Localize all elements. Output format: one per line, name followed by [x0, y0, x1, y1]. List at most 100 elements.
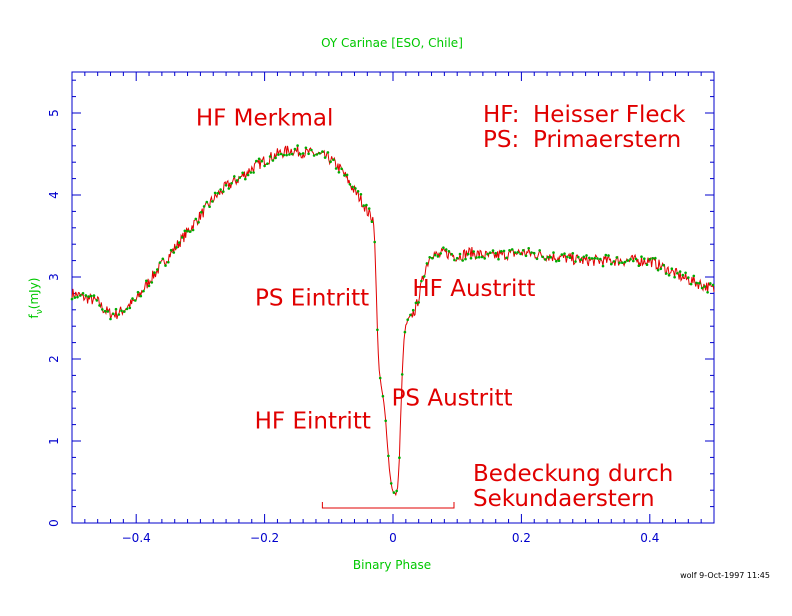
data-point	[384, 419, 388, 423]
data-point	[147, 284, 151, 288]
x-tick-label: 0.2	[512, 531, 531, 545]
data-point	[277, 153, 280, 156]
data-point	[431, 256, 434, 260]
data-point	[310, 148, 313, 152]
data-point	[183, 229, 187, 233]
data-point	[175, 246, 178, 249]
data-point	[194, 217, 198, 221]
data-point	[288, 153, 291, 156]
data-point	[398, 456, 401, 460]
data-point	[222, 190, 225, 193]
data-point	[81, 292, 85, 295]
data-point	[208, 205, 211, 208]
data-point	[348, 183, 352, 186]
data-point	[92, 294, 96, 297]
data-point	[268, 155, 272, 158]
data-point	[593, 256, 597, 260]
data-point	[695, 281, 698, 285]
data-point	[519, 252, 522, 256]
data-point	[345, 173, 349, 177]
y-tick-label: 2	[47, 355, 61, 363]
data-point	[164, 264, 167, 267]
data-point	[367, 207, 371, 210]
data-point	[340, 167, 343, 171]
x-axis-label: Binary Phase	[353, 558, 431, 572]
data-point	[403, 330, 407, 334]
legend-text-hf: Heisser Fleck	[533, 102, 686, 128]
data-point	[321, 150, 324, 153]
data-point	[436, 255, 440, 258]
data-point	[235, 179, 239, 182]
data-point	[486, 252, 489, 256]
data-point	[76, 295, 79, 299]
data-point	[362, 204, 366, 207]
data-point	[433, 253, 437, 257]
data-point	[466, 252, 470, 256]
data-point	[552, 251, 555, 254]
data-point	[125, 307, 129, 311]
data-point	[557, 259, 561, 263]
data-point	[167, 260, 170, 264]
data-point	[521, 249, 525, 252]
data-point	[601, 264, 605, 268]
data-point	[643, 257, 646, 261]
data-point	[161, 257, 165, 261]
data-point	[687, 276, 690, 279]
data-point	[483, 257, 487, 260]
data-point	[538, 249, 541, 252]
data-point	[615, 256, 619, 259]
data-point	[106, 310, 110, 313]
data-point	[555, 259, 558, 263]
data-point	[612, 260, 616, 263]
data-point	[447, 250, 451, 253]
data-point	[326, 151, 330, 154]
data-point	[461, 259, 465, 262]
data-point	[296, 144, 299, 147]
data-point	[381, 394, 385, 398]
data-point	[216, 192, 220, 195]
data-point	[656, 268, 660, 272]
data-point	[527, 247, 530, 250]
data-point	[477, 255, 481, 259]
data-point	[703, 285, 707, 288]
data-point	[422, 275, 426, 278]
annotation-label: PS Eintritt	[255, 286, 369, 312]
y-tick-label: 5	[47, 109, 61, 117]
data-point	[318, 152, 321, 155]
data-point	[299, 152, 302, 156]
data-point	[681, 273, 685, 277]
data-point	[560, 253, 564, 256]
data-point	[510, 248, 514, 251]
data-point	[414, 301, 418, 305]
data-point	[139, 294, 143, 298]
data-point	[378, 376, 382, 380]
data-point	[596, 257, 599, 260]
data-point	[499, 250, 503, 253]
data-point	[684, 271, 687, 275]
data-point	[706, 291, 709, 294]
data-point	[618, 261, 621, 265]
data-point	[623, 260, 627, 264]
data-point	[387, 454, 390, 458]
data-point	[513, 251, 517, 254]
data-point	[334, 167, 338, 170]
data-point	[692, 274, 696, 278]
data-point	[180, 236, 184, 239]
data-point	[79, 294, 82, 297]
data-point	[172, 251, 176, 254]
data-point	[488, 251, 492, 254]
x-tick-label: 0.4	[640, 531, 659, 545]
data-point	[651, 257, 654, 260]
data-point	[290, 152, 294, 156]
data-point	[213, 191, 217, 195]
data-point	[453, 258, 456, 262]
data-point	[632, 259, 635, 263]
data-point	[246, 173, 250, 177]
data-point	[244, 177, 247, 181]
data-point	[659, 267, 663, 271]
data-point	[285, 153, 288, 157]
data-point	[546, 255, 550, 259]
data-point	[417, 301, 421, 304]
